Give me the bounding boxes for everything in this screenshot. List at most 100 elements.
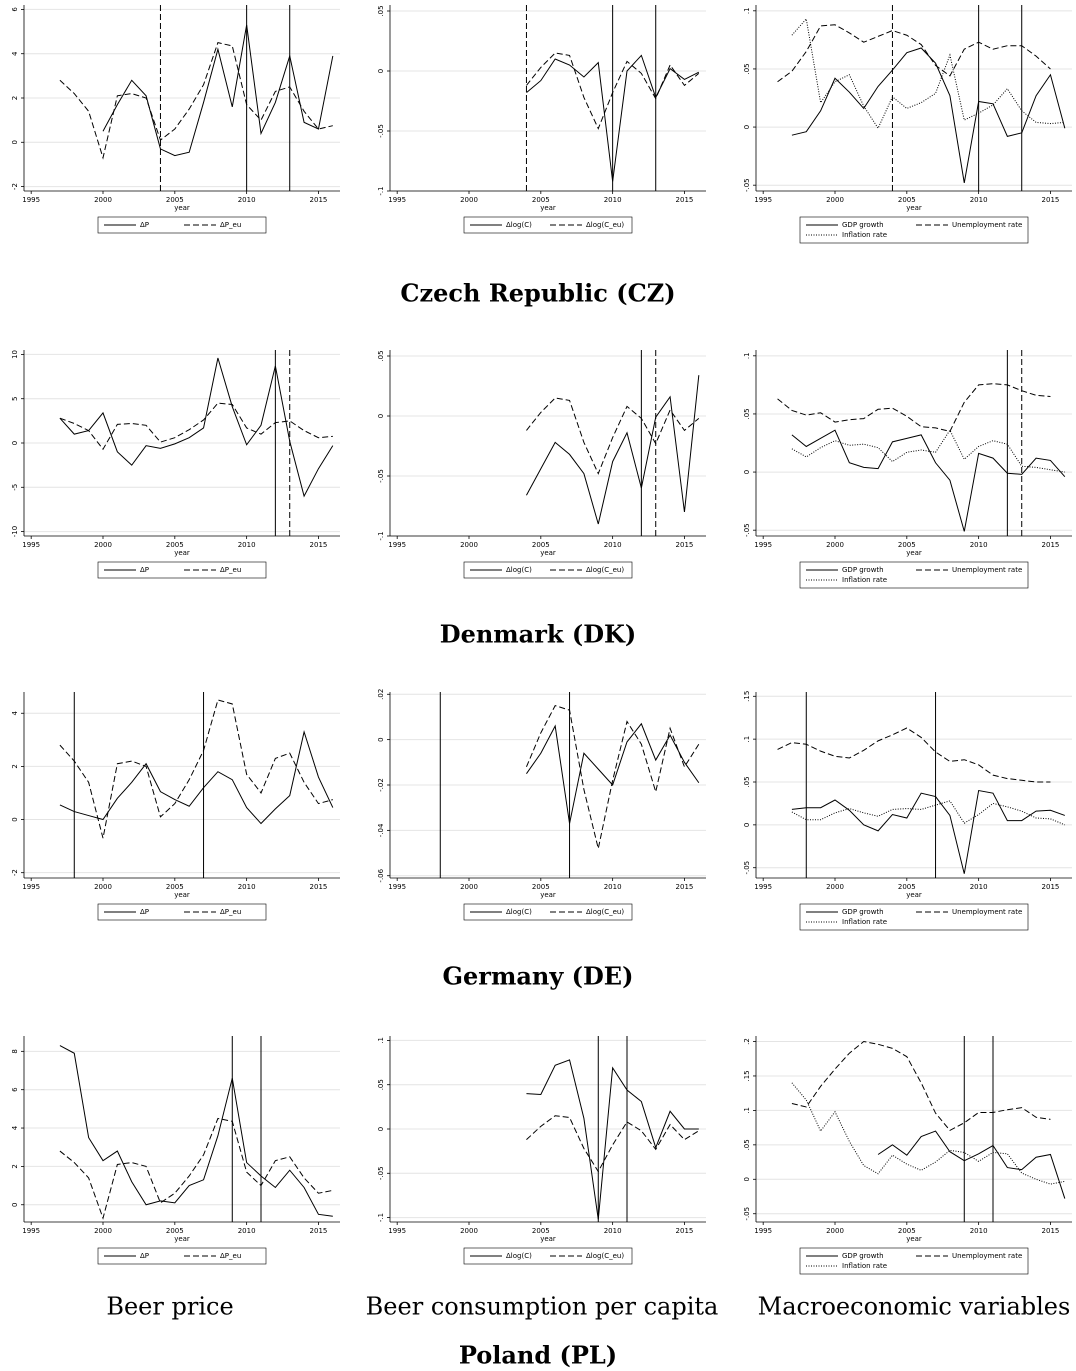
y-tick-label: .1 xyxy=(743,352,751,359)
x-tick-label: 2015 xyxy=(676,541,694,549)
x-tick-label: 2005 xyxy=(166,541,184,549)
x-axis-label: year xyxy=(174,204,190,212)
y-tick-label: 0 xyxy=(377,69,385,73)
y-tick-label: -.05 xyxy=(743,1207,751,1221)
legend-label: Δlog(C_eu) xyxy=(586,566,624,574)
x-tick-label: 2015 xyxy=(1042,1227,1060,1235)
x-tick-label: 2000 xyxy=(460,1227,478,1235)
y-tick-label: .05 xyxy=(377,350,385,361)
legend-label: Inflation rate xyxy=(842,1262,887,1270)
y-tick-label: -2 xyxy=(11,183,19,190)
y-tick-label: .1 xyxy=(743,736,751,743)
x-tick-label: 2000 xyxy=(94,1227,112,1235)
x-axis-label: year xyxy=(540,204,556,212)
y-tick-label: -.05 xyxy=(377,124,385,138)
x-tick-label: 2015 xyxy=(310,883,328,891)
series-line xyxy=(791,1082,1065,1185)
x-tick-label: 2015 xyxy=(1042,196,1060,204)
y-tick-label: .05 xyxy=(743,63,751,74)
series-line xyxy=(791,1040,1051,1132)
y-tick-label: 0 xyxy=(743,1177,751,1181)
y-tick-label: -.02 xyxy=(377,778,385,792)
y-tick-label: 0 xyxy=(743,470,751,474)
legend-label: ΔP xyxy=(140,221,149,229)
legend-label: Inflation rate xyxy=(842,576,887,584)
x-tick-label: 2000 xyxy=(460,196,478,204)
series-line xyxy=(526,1059,699,1220)
x-tick-label: 1995 xyxy=(22,883,40,891)
series-line xyxy=(791,429,1066,532)
y-tick-label: .05 xyxy=(743,776,751,787)
x-tick-label: 2005 xyxy=(898,196,916,204)
series-line xyxy=(59,1117,333,1220)
series-line xyxy=(59,42,333,160)
y-tick-label: 6 xyxy=(11,7,19,12)
x-tick-label: 2010 xyxy=(604,196,622,204)
y-tick-label: -.1 xyxy=(377,1213,385,1222)
x-axis-label: year xyxy=(906,204,922,212)
y-tick-label: -.05 xyxy=(377,469,385,483)
legend-box xyxy=(97,561,267,579)
x-axis-label: year xyxy=(906,891,922,899)
row-title: Germany (DE) xyxy=(443,962,634,991)
x-tick-label: 2005 xyxy=(898,883,916,891)
y-tick-label: .05 xyxy=(377,1079,385,1090)
legend-box xyxy=(799,903,1029,931)
y-tick-label: 4 xyxy=(11,710,19,715)
x-tick-label: 1995 xyxy=(754,541,772,549)
legend-label: Inflation rate xyxy=(842,918,887,926)
legend-box xyxy=(97,1247,267,1265)
x-tick-label: 2010 xyxy=(238,541,256,549)
y-tick-label: 5 xyxy=(11,396,19,400)
x-axis-label: year xyxy=(906,1235,922,1243)
y-tick-label: .1 xyxy=(743,7,751,14)
x-tick-label: 2015 xyxy=(1042,541,1060,549)
x-tick-label: 2010 xyxy=(238,883,256,891)
series-line xyxy=(777,727,1051,783)
y-tick-label: -2 xyxy=(11,869,19,876)
x-tick-label: 2010 xyxy=(238,196,256,204)
legend-box xyxy=(97,216,267,234)
x-tick-label: 2010 xyxy=(970,1227,988,1235)
y-tick-label: -.05 xyxy=(743,861,751,875)
series-line xyxy=(59,699,333,839)
y-tick-label: -.1 xyxy=(377,186,385,195)
legend-label: Δlog(C_eu) xyxy=(586,908,624,916)
legend-label: GDP growth xyxy=(842,221,884,229)
x-axis-label: year xyxy=(540,891,556,899)
legend-label: GDP growth xyxy=(842,908,884,916)
y-tick-label: 2 xyxy=(11,1164,19,1168)
series-line xyxy=(791,789,1065,874)
legend-box xyxy=(463,1247,633,1265)
series-line xyxy=(791,429,1065,473)
series-line xyxy=(777,383,1051,432)
legend-label: ΔP xyxy=(140,1252,149,1260)
x-tick-label: 2005 xyxy=(532,196,550,204)
row-title: Poland (PL) xyxy=(459,1341,617,1370)
x-tick-label: 1995 xyxy=(388,541,406,549)
legend-label: GDP growth xyxy=(842,1252,884,1260)
legend-box xyxy=(799,1247,1029,1275)
series-line xyxy=(526,54,700,182)
x-tick-label: 2005 xyxy=(898,541,916,549)
x-tick-label: 2010 xyxy=(238,1227,256,1235)
y-tick-label: -.06 xyxy=(377,868,385,882)
legend-label: ΔP xyxy=(140,566,149,574)
y-tick-label: 0 xyxy=(11,140,19,144)
y-tick-label: 0 xyxy=(11,441,19,445)
x-axis-label: year xyxy=(174,1235,190,1243)
x-axis-label: year xyxy=(540,549,556,557)
x-tick-label: 2005 xyxy=(532,541,550,549)
y-tick-label: -.05 xyxy=(743,178,751,192)
series-line xyxy=(102,24,334,157)
y-tick-label: .05 xyxy=(743,408,751,419)
series-line xyxy=(526,397,700,475)
series-line xyxy=(59,729,334,825)
x-tick-label: 2010 xyxy=(604,1227,622,1235)
x-tick-label: 2015 xyxy=(310,1227,328,1235)
legend-label: ΔP_eu xyxy=(220,221,241,229)
y-tick-label: -.1 xyxy=(377,531,385,540)
series-line xyxy=(791,800,1066,826)
column-title: Macroeconomic variables xyxy=(758,1293,1071,1321)
